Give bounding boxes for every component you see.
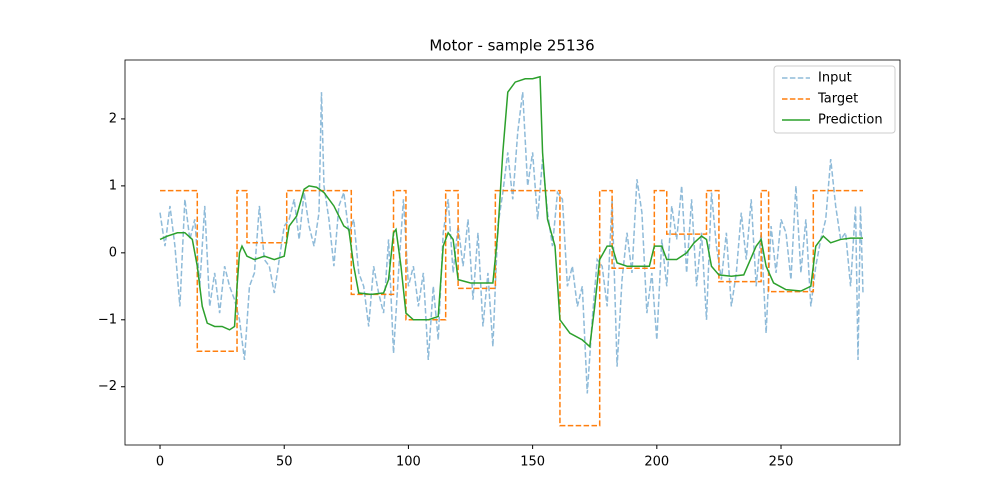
x-tick-label: 250 [769,455,794,470]
x-tick-label: 100 [396,455,421,470]
x-tick-label: 0 [156,455,164,470]
x-tick-label: 200 [644,455,669,470]
x-tick-label: 150 [520,455,545,470]
legend-label: Input [818,71,852,86]
legend-label: Target [817,92,858,107]
legend-label: Prediction [818,113,883,128]
y-tick-label: −1 [98,312,117,327]
y-tick-label: 0 [109,245,117,260]
series-line [159,75,863,349]
legend-box [773,65,896,134]
y-tick-label: 2 [109,111,117,126]
y-tick-label: 1 [109,178,117,193]
x-tick-label: 50 [276,455,293,470]
plot-frame [124,59,901,446]
chart-title: Motor - sample 25136 [429,37,594,55]
series-line [160,189,863,427]
y-tick-label: −2 [98,379,117,394]
series-line [159,92,864,394]
